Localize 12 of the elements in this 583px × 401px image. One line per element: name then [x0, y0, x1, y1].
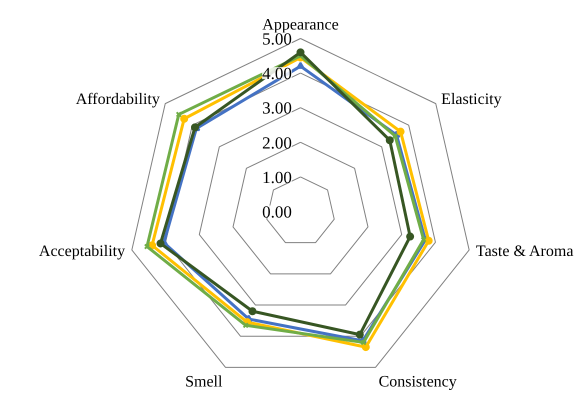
- y-tick-label: 3.00: [262, 98, 292, 118]
- y-tick-label: 1.00: [262, 168, 292, 187]
- y-tick-label: 0.00: [262, 202, 292, 222]
- y-tick-label: 4.00: [262, 64, 292, 84]
- spoke-label: Elasticity: [441, 90, 502, 108]
- spoke-label: Taste & Aroma: [476, 243, 574, 260]
- spoke-label: Smell: [185, 374, 223, 391]
- spoke-label: Acceptability: [38, 243, 126, 260]
- spoke-label: Affordability: [76, 90, 160, 108]
- spoke-label: Consistency: [378, 374, 457, 391]
- spoke-label: Appearance: [262, 16, 339, 34]
- y-tick-label: 2.00: [262, 133, 292, 152]
